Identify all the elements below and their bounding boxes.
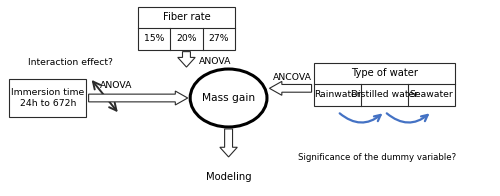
Text: Rainwater: Rainwater xyxy=(314,90,361,99)
Text: Distilled water: Distilled water xyxy=(351,90,418,99)
Text: 27%: 27% xyxy=(208,34,229,43)
FancyArrow shape xyxy=(178,52,195,67)
Text: Significance of the dummy variable?: Significance of the dummy variable? xyxy=(298,153,456,162)
Text: Seawater: Seawater xyxy=(410,90,454,99)
Text: Interaction effect?: Interaction effect? xyxy=(28,58,113,67)
FancyArrow shape xyxy=(220,129,238,157)
Text: Fiber rate: Fiber rate xyxy=(162,12,210,22)
Text: ANCOVA: ANCOVA xyxy=(273,73,312,82)
Bar xyxy=(10,79,86,117)
Text: ANOVA: ANOVA xyxy=(199,57,232,66)
FancyArrow shape xyxy=(88,91,188,105)
Text: Mass gain: Mass gain xyxy=(202,93,255,103)
Text: 20%: 20% xyxy=(176,34,197,43)
Text: Immersion time
24h to 672h: Immersion time 24h to 672h xyxy=(11,88,85,108)
Bar xyxy=(314,63,456,106)
Text: 15%: 15% xyxy=(144,34,165,43)
Ellipse shape xyxy=(190,69,267,127)
Bar xyxy=(138,7,235,50)
Text: ANOVA: ANOVA xyxy=(100,81,132,90)
FancyArrow shape xyxy=(270,81,312,95)
Text: Type of water: Type of water xyxy=(351,68,418,78)
Text: Modeling: Modeling xyxy=(206,172,252,182)
